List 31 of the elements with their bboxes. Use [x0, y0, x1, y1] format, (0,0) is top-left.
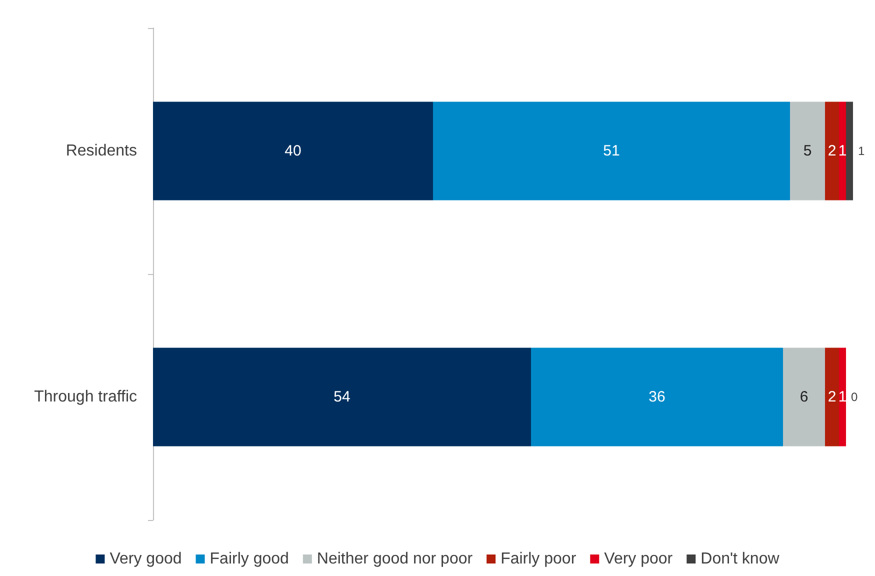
data-label: 36: [648, 388, 666, 406]
bar: [839, 102, 846, 200]
bar: [839, 348, 846, 446]
bar: [153, 102, 433, 200]
data-label: 1: [838, 142, 847, 160]
y-tick-label: Through traffic: [34, 388, 137, 406]
data-label: 0: [851, 390, 858, 404]
bar: [846, 102, 853, 200]
data-label: 1: [858, 144, 865, 158]
legend-label: Neither good nor poor: [316, 550, 474, 568]
bar: [825, 348, 839, 446]
bar: [153, 348, 531, 446]
y-tick-label: Residents: [66, 142, 137, 160]
data-label: 6: [800, 388, 808, 406]
data-label: 40: [284, 142, 302, 160]
bar: [531, 348, 783, 446]
data-label: 54: [334, 388, 350, 406]
data-label: 2: [828, 142, 836, 160]
data-label: 5: [803, 142, 812, 160]
legend-label: Fairly good: [210, 550, 289, 568]
data-label: 51: [603, 142, 620, 160]
bar: [783, 348, 825, 446]
legend-label: Very good: [110, 550, 182, 568]
bar: [825, 102, 839, 200]
legend-label: Fairly poor: [500, 550, 577, 568]
legend-label: Don't know: [700, 550, 780, 568]
bar: [433, 102, 790, 200]
data-label: 1: [838, 388, 847, 406]
data-label: 2: [828, 388, 836, 406]
legend-label: Very poor: [604, 550, 674, 568]
bar: [790, 102, 825, 200]
